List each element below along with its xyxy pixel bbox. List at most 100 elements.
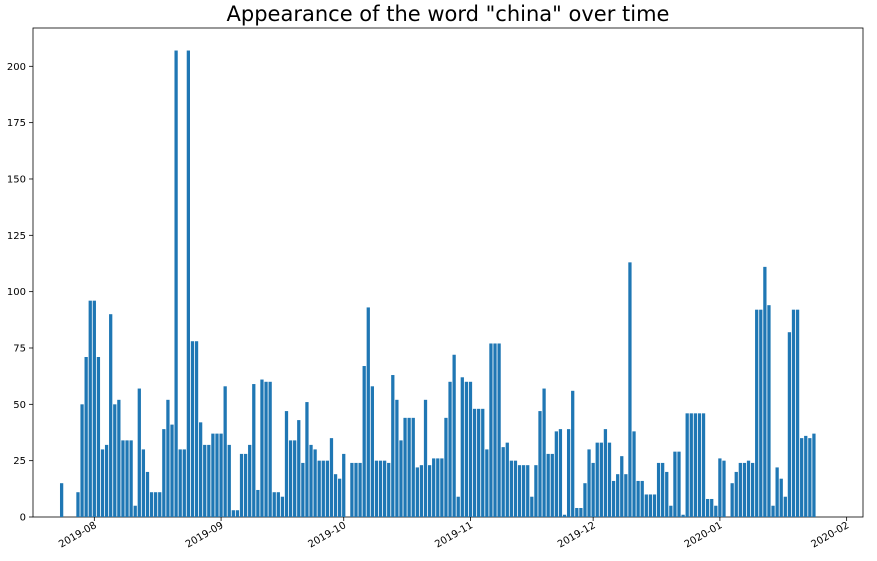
bar — [354, 462, 358, 517]
bar — [235, 510, 240, 517]
bar — [145, 471, 150, 517]
bar — [632, 431, 636, 517]
bar — [722, 460, 726, 517]
bar — [366, 307, 370, 517]
bar — [566, 429, 571, 517]
bar — [611, 480, 616, 517]
bar — [677, 451, 681, 517]
bar — [804, 435, 808, 517]
bar — [517, 465, 522, 517]
bar — [669, 505, 673, 517]
bar — [501, 447, 505, 517]
bar — [358, 462, 362, 517]
y-tick-label: 75 — [13, 343, 26, 354]
bar — [571, 390, 575, 517]
bar — [562, 514, 567, 517]
bar — [808, 438, 812, 517]
bar — [485, 449, 489, 517]
bar — [767, 305, 771, 517]
x-tick-label: 2019-11 — [433, 520, 475, 550]
bar — [301, 462, 305, 517]
bar — [620, 456, 624, 517]
bar — [542, 388, 546, 517]
bar — [587, 449, 591, 517]
bar — [248, 444, 252, 517]
bar — [558, 429, 563, 517]
bar — [493, 343, 497, 517]
y-axis: 0 25 50 75 100 125 150 175 200 — [7, 62, 33, 524]
bar — [215, 433, 219, 517]
bar — [223, 386, 227, 517]
bar — [738, 462, 742, 517]
bar — [497, 343, 501, 517]
bar — [546, 453, 550, 517]
chart-title: Appearance of the word "china" over time — [226, 2, 670, 26]
plot-frame — [32, 27, 864, 518]
bar — [505, 442, 509, 517]
bar — [689, 413, 693, 517]
bar — [489, 343, 493, 517]
bar — [456, 496, 460, 517]
bar — [472, 408, 477, 517]
bar — [374, 460, 379, 517]
bar — [399, 440, 403, 517]
bar — [158, 492, 162, 517]
bars-group — [59, 50, 816, 517]
bar — [256, 489, 260, 517]
bar — [775, 467, 779, 517]
bar — [333, 474, 338, 517]
bar — [182, 449, 186, 517]
bar — [710, 498, 714, 517]
bar — [280, 496, 285, 517]
y-tick-label: 150 — [7, 174, 26, 185]
bar — [268, 381, 272, 517]
bar — [522, 465, 526, 517]
bar — [534, 465, 538, 517]
bar — [812, 433, 816, 517]
y-tick-label: 0 — [20, 513, 26, 524]
bar — [730, 483, 734, 517]
bar — [591, 462, 595, 517]
bar — [656, 462, 661, 517]
bar — [276, 492, 280, 517]
bar — [293, 440, 297, 517]
bar — [170, 424, 174, 517]
bar — [370, 386, 374, 517]
bar — [194, 341, 199, 517]
bar — [243, 453, 248, 517]
bar — [746, 460, 751, 517]
bar — [186, 50, 190, 517]
x-tick-label: 2019-12 — [556, 520, 598, 550]
bar — [162, 429, 166, 517]
bar — [513, 460, 518, 517]
bar — [297, 420, 301, 517]
bar — [305, 402, 309, 517]
x-tick-label: 2019-09 — [184, 520, 226, 550]
x-tick-label: 2019-10 — [307, 520, 349, 550]
bar — [211, 433, 215, 517]
bar — [783, 496, 787, 517]
bar — [260, 379, 264, 517]
y-tick-label: 25 — [13, 456, 26, 467]
bar — [685, 413, 689, 517]
bar — [59, 483, 64, 517]
bar — [100, 449, 105, 517]
bar — [665, 471, 669, 517]
bar — [141, 449, 146, 517]
bar — [178, 449, 182, 517]
bar — [583, 483, 587, 517]
bar — [391, 375, 395, 517]
bar — [595, 442, 599, 517]
bar — [117, 399, 121, 517]
bar — [742, 462, 747, 517]
y-tick-label: 175 — [7, 118, 26, 129]
bar — [432, 458, 436, 517]
bar — [661, 462, 665, 517]
bar — [640, 480, 644, 517]
bar — [174, 50, 178, 517]
bar — [440, 458, 444, 517]
bar — [378, 460, 383, 517]
bar — [579, 507, 583, 517]
bar — [452, 354, 456, 517]
